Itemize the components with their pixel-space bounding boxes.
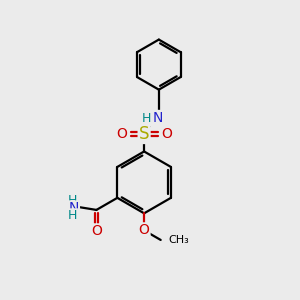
Text: O: O	[91, 224, 102, 239]
Text: CH₃: CH₃	[168, 235, 189, 245]
Text: O: O	[139, 224, 149, 237]
Text: O: O	[116, 127, 127, 141]
Text: N: N	[69, 201, 79, 215]
Text: H: H	[142, 112, 151, 125]
Text: N: N	[152, 111, 163, 125]
Text: H: H	[68, 194, 78, 207]
Text: S: S	[139, 125, 149, 143]
Text: O: O	[161, 127, 172, 141]
Text: H: H	[68, 209, 78, 222]
